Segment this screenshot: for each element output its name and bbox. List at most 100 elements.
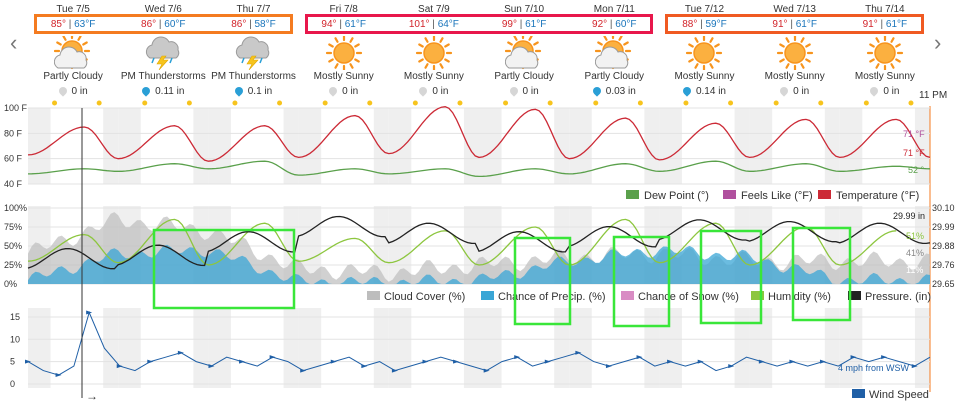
day-column[interactable]: Fri 7/8 94° | 61°F Mostly Sunny 0 in: [299, 0, 389, 106]
legend-label: Wind Speed: [869, 389, 929, 401]
highlight-box: [152, 228, 296, 310]
thunderstorm-icon: [144, 36, 182, 73]
night-band: [283, 308, 299, 388]
day-name: Wed 7/6: [144, 4, 182, 15]
day-name: Tue 7/12: [684, 4, 725, 15]
low-temp: 59°F: [705, 19, 727, 30]
night-band: [569, 308, 592, 388]
pressure-tick-label: 29.65: [932, 279, 955, 289]
night-band: [659, 108, 682, 184]
sunrise-icon: [322, 100, 328, 106]
day-column[interactable]: Sat 7/9 101° | 64°F Mostly Sunny 0 in: [389, 0, 479, 106]
sunset-icon: [818, 100, 824, 106]
day-column[interactable]: Tue 7/5 85° | 63°F Partly Cloudy 0 in: [28, 0, 118, 106]
next-days-button[interactable]: ›: [934, 30, 942, 55]
day-precip: 0.03 in: [569, 85, 659, 97]
wind-direction-arrow: [453, 359, 460, 364]
y-tick-label: 25%: [4, 260, 22, 270]
day-temperatures: 86° | 58°F: [231, 19, 276, 30]
night-band: [659, 308, 682, 388]
legend-label: Dew Point (°): [644, 190, 709, 202]
day-column[interactable]: Tue 7/12 88° | 59°F Mostly Sunny 0.14 in: [659, 0, 749, 106]
sunrise-icon: [412, 100, 418, 106]
night-band: [569, 108, 592, 184]
night-band: [554, 108, 570, 184]
precip-amount: 0.1 in: [247, 86, 273, 97]
night-band: [208, 308, 231, 388]
day-column[interactable]: Thu 7/14 91° | 61°F Mostly Sunny 0 in: [840, 0, 930, 106]
day-condition: Mostly Sunny: [674, 71, 735, 82]
humidity-end-label: 51%: [906, 231, 924, 241]
previous-days-button[interactable]: ‹: [10, 30, 18, 55]
precip-amount: 0 in: [432, 86, 449, 97]
night-band: [914, 108, 930, 184]
low-temp: 60°F: [615, 19, 637, 30]
y-tick-label: 50%: [4, 241, 22, 251]
highlight-box: [665, 14, 924, 34]
high-temp: 88°: [682, 19, 698, 30]
wind-direction-arrow: [789, 359, 796, 364]
wind-direction-arrow: [208, 364, 215, 369]
sunrise-icon: [142, 100, 148, 106]
night-band: [28, 308, 51, 388]
low-temp: 61°F: [795, 19, 817, 30]
y-tick-label: 100 F: [4, 103, 28, 113]
high-temp: 86°: [141, 19, 157, 30]
night-band: [283, 108, 299, 184]
dewpoint-end-label: 52 °: [908, 165, 925, 175]
y-tick-label: 80 F: [4, 128, 23, 138]
y-tick-label: 40 F: [4, 179, 23, 189]
pressure-end-label: 29.99 in: [893, 211, 925, 221]
high-temp: 85°: [50, 19, 66, 30]
day-condition: PM Thunderstorms: [120, 71, 206, 82]
sunrise-icon: [863, 100, 869, 106]
precip-amount: 0.03 in: [605, 86, 636, 97]
day-name: Thu 7/14: [865, 4, 905, 15]
sunset-icon: [277, 100, 283, 106]
sunrise-icon: [503, 100, 509, 106]
low-temp: 60°F: [164, 19, 186, 30]
wind-direction-arrow: [514, 355, 521, 360]
wind-direction-arrow: [850, 355, 857, 360]
legend-label: Feels Like (°F): [741, 190, 813, 202]
night-band: [118, 108, 141, 184]
highlight-box: [699, 229, 763, 325]
wind-direction-arrow: [667, 359, 674, 364]
precip-end-label: 11%: [906, 265, 923, 275]
day-temperatures: 94° | 61°F: [321, 19, 366, 30]
day-temperatures: 99° | 61°F: [501, 19, 547, 30]
sun-icon: [866, 34, 904, 73]
sun-icon: [776, 34, 814, 73]
day-column[interactable]: Mon 7/11 92° | 60°F Partly Cloudy 0.03 i…: [569, 0, 659, 106]
wind-direction-arrow: [55, 373, 62, 378]
day-precip: 0 in: [479, 85, 569, 97]
day-column[interactable]: Sun 7/10 99° | 61°F Partly Cloudy 0 in: [479, 0, 569, 106]
night-band: [644, 108, 660, 184]
night-band: [839, 308, 863, 388]
day-column[interactable]: Wed 7/13 91° | 61°F Mostly Sunny 0 in: [750, 0, 840, 106]
day-name: Wed 7/13: [773, 4, 816, 15]
high-temp: 99°: [501, 19, 517, 30]
legend-label: Pressure. (in): [865, 291, 931, 303]
time-label: 11 PM: [919, 90, 947, 101]
high-temp: 91°: [772, 19, 788, 30]
wind-direction-arrow: [86, 310, 93, 315]
day-temperatures: 88° | 59°F: [682, 19, 727, 30]
wind-direction-arrow: [728, 364, 735, 369]
legend-swatch: [751, 291, 764, 300]
legend-swatch: [723, 190, 736, 199]
night-band: [103, 308, 119, 388]
low-temp: 63°F: [74, 19, 96, 30]
legend-label: Chance of Precip. (%): [498, 291, 606, 303]
night-band: [479, 108, 502, 184]
partly-sunny-icon: [595, 32, 633, 73]
legend-label: Cloud Cover (%): [384, 291, 465, 303]
day-column[interactable]: Thu 7/7 86° | 58°F PM Thunderstorms 0.1 …: [208, 0, 298, 106]
wind-direction-arrow: [147, 359, 154, 364]
night-band: [479, 308, 502, 388]
day-temperatures: 86° | 60°F: [141, 19, 186, 30]
legend-swatch: [852, 389, 865, 398]
day-column[interactable]: Wed 7/6 86° | 60°F PM Thunderstorms 0.11…: [118, 0, 208, 106]
legend-swatch: [626, 190, 639, 199]
wind-direction-arrow: [361, 364, 368, 369]
